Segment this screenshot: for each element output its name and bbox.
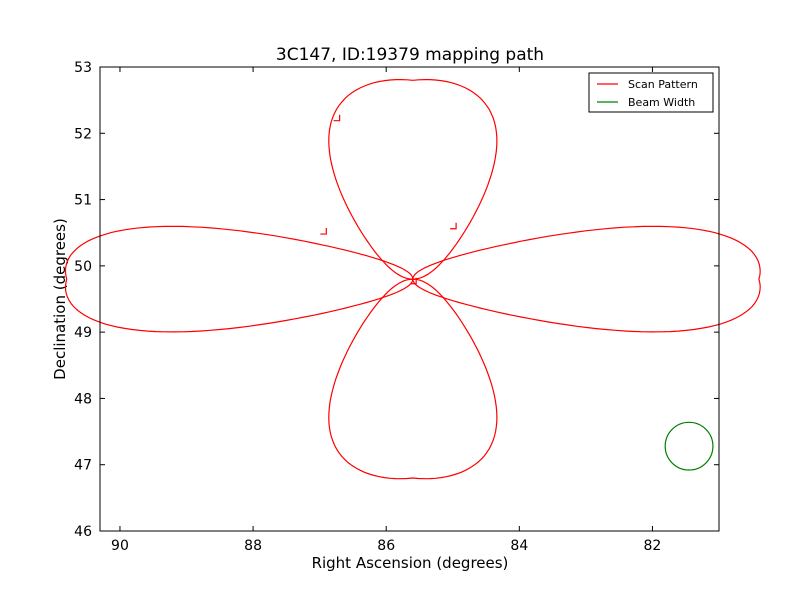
scan-step-2 (450, 222, 457, 230)
scan-petal-north (328, 79, 498, 280)
scan-petal-south (328, 278, 498, 480)
y-tick-label: 46 (74, 524, 92, 540)
x-tick-label: 90 (111, 538, 129, 554)
y-tick-label: 48 (74, 391, 92, 407)
x-tick-label: 86 (377, 538, 395, 554)
data-layer (64, 79, 761, 480)
chart-title: 3C147, ID:19379 mapping path (276, 45, 544, 65)
y-axis-label: Declination (degrees) (51, 218, 69, 380)
scan-petal-east (412, 225, 761, 333)
x-tick-label: 88 (244, 538, 262, 554)
legend-box (588, 72, 714, 113)
scan-step-3 (410, 277, 417, 285)
scan-step-1 (333, 114, 341, 122)
beam-width-circle (664, 421, 714, 471)
scan-petal-west (64, 225, 414, 333)
y-tick-label: 49 (74, 325, 92, 341)
y-tick-label: 52 (74, 126, 92, 142)
plot-area (100, 67, 719, 531)
y-tick-label: 53 (74, 60, 92, 76)
y-tick-label: 50 (74, 259, 92, 275)
legend-label-beam-width: Beam Width (628, 96, 695, 109)
plot-frame (99, 66, 720, 532)
x-axis-label: Right Ascension (degrees) (312, 554, 509, 572)
legend: Scan Pattern Beam Width (588, 72, 714, 113)
y-tick-label: 47 (74, 458, 92, 474)
ticks-layer: 90 88 86 84 82 46 47 48 49 50 51 52 53 (74, 60, 719, 554)
scan-step-0 (320, 228, 327, 235)
x-tick-label: 82 (644, 538, 662, 554)
x-tick-label: 84 (510, 538, 528, 554)
legend-label-scan-pattern: Scan Pattern (628, 78, 698, 91)
y-tick-label: 51 (74, 193, 92, 209)
